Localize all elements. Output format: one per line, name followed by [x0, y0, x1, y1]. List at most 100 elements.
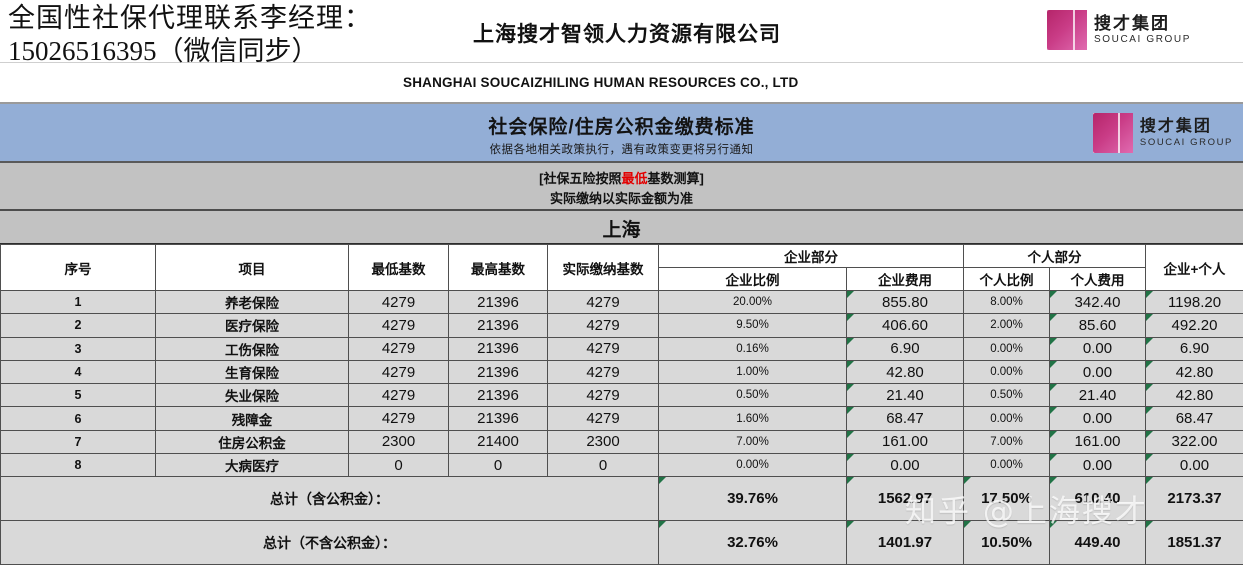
soucai-logo-text: 搜才集团 SOUCAI GROUP: [1140, 119, 1233, 148]
cell-company-rate: 0.00%: [659, 454, 847, 477]
page-subtitle: 依据各地相关政策执行，遇有政策变更将另行通知: [0, 141, 1243, 157]
soucai-logo-cn: 搜才集团: [1140, 119, 1233, 135]
total-personal-rate: 17.50%: [964, 477, 1050, 521]
table-row: 1 养老保险 4279 21396 4279 20.00% 855.80 8.0…: [1, 291, 1243, 314]
note-line-2: 实际缴纳以实际金额为准: [0, 188, 1243, 207]
city-band: 上海: [0, 211, 1243, 244]
promo-contact-block: 全国性社保代理联系李经理： 15026516395（微信同步）: [8, 2, 438, 68]
table-row: 6 残障金 4279 21396 4279 1.60% 68.47 0.00% …: [1, 407, 1243, 430]
total-personal-fee: 449.40: [1050, 521, 1146, 565]
cell-company-fee: 21.40: [847, 384, 964, 407]
total-label: 总计（不含公积金）：: [1, 521, 659, 565]
cell-max-base: 21396: [449, 360, 548, 383]
cell-min-base: 4279: [349, 360, 449, 383]
soucai-logo-en: SOUCAI GROUP: [1094, 35, 1191, 45]
cell-max-base: 21396: [449, 407, 548, 430]
soucai-logo-en: SOUCAI GROUP: [1140, 138, 1233, 148]
cell-grand-total: 42.80: [1146, 384, 1243, 407]
cell-min-base: 2300: [349, 430, 449, 453]
total-grand-total: 2173.37: [1146, 477, 1243, 521]
cell-min-base: 0: [349, 454, 449, 477]
cell-personal-fee: 21.40: [1050, 384, 1146, 407]
cell-actual-base: 4279: [548, 407, 659, 430]
table-row: 4 生育保险 4279 21396 4279 1.00% 42.80 0.00%…: [1, 360, 1243, 383]
cell-company-rate: 20.00%: [659, 291, 847, 314]
cell-company-fee: 6.90: [847, 337, 964, 360]
cell-seq: 6: [1, 407, 156, 430]
cell-personal-rate: 0.00%: [964, 337, 1050, 360]
cell-personal-rate: 2.00%: [964, 314, 1050, 337]
cell-actual-base: 4279: [548, 314, 659, 337]
soucai-logo-mark-icon: [1047, 10, 1087, 50]
cell-min-base: 4279: [349, 337, 449, 360]
cell-item: 残障金: [156, 407, 349, 430]
total-personal-rate: 10.50%: [964, 521, 1050, 565]
cell-grand-total: 322.00: [1146, 430, 1243, 453]
cell-max-base: 21396: [449, 291, 548, 314]
cell-personal-rate: 0.00%: [964, 454, 1050, 477]
note-line-1: [社保五险按照最低基数测算]: [0, 168, 1243, 187]
cell-max-base: 21396: [449, 384, 548, 407]
col-header-personal-rate: 个人比例: [964, 268, 1050, 291]
col-header-min-base: 最低基数: [349, 245, 449, 291]
cell-seq: 5: [1, 384, 156, 407]
cell-seq: 2: [1, 314, 156, 337]
cell-actual-base: 4279: [548, 291, 659, 314]
cell-min-base: 4279: [349, 384, 449, 407]
cell-company-fee: 42.80: [847, 360, 964, 383]
cell-personal-fee: 85.60: [1050, 314, 1146, 337]
cell-personal-rate: 7.00%: [964, 430, 1050, 453]
col-header-company-fee: 企业费用: [847, 268, 964, 291]
table-row: 3 工伤保险 4279 21396 4279 0.16% 6.90 0.00% …: [1, 337, 1243, 360]
total-company-fee: 1562.97: [847, 477, 964, 521]
cell-company-rate: 7.00%: [659, 430, 847, 453]
col-header-seq: 序号: [1, 245, 156, 291]
cell-item: 生育保险: [156, 360, 349, 383]
table-body: 1 养老保险 4279 21396 4279 20.00% 855.80 8.0…: [1, 291, 1243, 565]
cell-seq: 8: [1, 454, 156, 477]
cell-item: 医疗保险: [156, 314, 349, 337]
cell-item: 住房公积金: [156, 430, 349, 453]
cell-company-fee: 855.80: [847, 291, 964, 314]
top-banner: 全国性社保代理联系李经理： 15026516395（微信同步） 上海搜才智领人力…: [0, 0, 1243, 104]
cell-company-rate: 1.60%: [659, 407, 847, 430]
cell-company-rate: 0.16%: [659, 337, 847, 360]
cell-personal-fee: 0.00: [1050, 407, 1146, 430]
contribution-table: 序号 项目 最低基数 最高基数 实际缴纳基数 企业部分 个人部分 企业+个人 企…: [0, 244, 1243, 565]
page-title: 社会保险/住房公积金缴费标准: [0, 112, 1243, 139]
cell-max-base: 21396: [449, 337, 548, 360]
soucai-logo-header: 搜才集团 SOUCAI GROUP: [1047, 10, 1191, 50]
total-company-fee: 1401.97: [847, 521, 964, 565]
cell-company-rate: 1.00%: [659, 360, 847, 383]
soucai-logo-titleband: 搜才集团 SOUCAI GROUP: [1093, 113, 1233, 153]
table-row: 2 医疗保险 4279 21396 4279 9.50% 406.60 2.00…: [1, 314, 1243, 337]
company-name-en: SHANGHAI SOUCAIZHILING HUMAN RESOURCES C…: [403, 75, 798, 90]
cell-actual-base: 4279: [548, 360, 659, 383]
total-company-rate: 39.76%: [659, 477, 847, 521]
cell-personal-rate: 0.00%: [964, 360, 1050, 383]
total-grand-total: 1851.37: [1146, 521, 1243, 565]
cell-grand-total: 1198.20: [1146, 291, 1243, 314]
cell-company-fee: 161.00: [847, 430, 964, 453]
promo-line-2: 15026516395（微信同步）: [8, 35, 438, 68]
company-name-cn: 上海搜才智领人力资源有限公司: [473, 18, 781, 48]
cell-item: 工伤保险: [156, 337, 349, 360]
cell-grand-total: 492.20: [1146, 314, 1243, 337]
cell-max-base: 21396: [449, 314, 548, 337]
soucai-logo-cn: 搜才集团: [1094, 15, 1191, 32]
table-row: 7 住房公积金 2300 21400 2300 7.00% 161.00 7.0…: [1, 430, 1243, 453]
cell-min-base: 4279: [349, 314, 449, 337]
cell-actual-base: 0: [548, 454, 659, 477]
cell-company-rate: 0.50%: [659, 384, 847, 407]
table-header-row-1: 序号 项目 最低基数 最高基数 实际缴纳基数 企业部分 个人部分 企业+个人: [1, 245, 1243, 268]
cell-grand-total: 0.00: [1146, 454, 1243, 477]
cell-seq: 3: [1, 337, 156, 360]
cell-grand-total: 68.47: [1146, 407, 1243, 430]
group-header-company: 企业部分: [659, 245, 964, 268]
cell-company-rate: 9.50%: [659, 314, 847, 337]
col-header-company-rate: 企业比例: [659, 268, 847, 291]
table-row: 5 失业保险 4279 21396 4279 0.50% 21.40 0.50%…: [1, 384, 1243, 407]
cell-item: 大病医疗: [156, 454, 349, 477]
total-company-rate: 32.76%: [659, 521, 847, 565]
cell-personal-rate: 8.00%: [964, 291, 1050, 314]
